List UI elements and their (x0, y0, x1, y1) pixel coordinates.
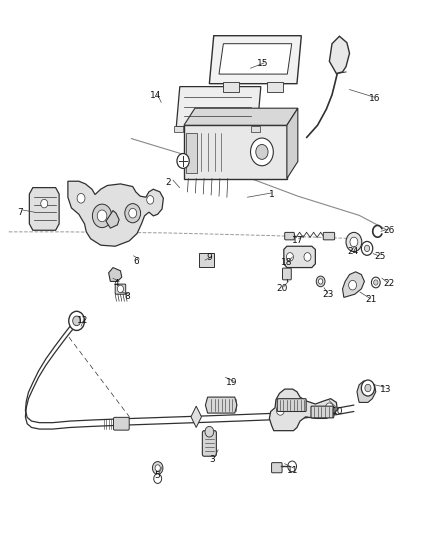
Circle shape (97, 210, 107, 222)
Text: 15: 15 (257, 60, 268, 68)
Circle shape (349, 280, 357, 290)
FancyBboxPatch shape (199, 253, 214, 267)
Polygon shape (184, 108, 298, 125)
Text: 16: 16 (369, 94, 380, 103)
Polygon shape (68, 181, 163, 246)
Circle shape (205, 426, 214, 437)
Circle shape (361, 380, 374, 396)
FancyBboxPatch shape (311, 406, 334, 418)
Text: 22: 22 (383, 279, 395, 288)
Text: 1: 1 (268, 190, 275, 199)
Polygon shape (343, 272, 364, 297)
Circle shape (92, 204, 112, 228)
Text: 18: 18 (281, 258, 293, 266)
Circle shape (69, 311, 85, 330)
Circle shape (152, 462, 163, 474)
Text: 25: 25 (374, 253, 386, 261)
FancyBboxPatch shape (277, 399, 306, 411)
FancyBboxPatch shape (272, 463, 282, 473)
Circle shape (373, 225, 382, 237)
Circle shape (365, 384, 371, 392)
Circle shape (304, 253, 311, 261)
Circle shape (374, 280, 378, 285)
Text: 5: 5 (154, 471, 160, 480)
Text: 24: 24 (347, 247, 358, 256)
Text: 7: 7 (17, 208, 23, 216)
Polygon shape (219, 44, 292, 74)
Polygon shape (186, 133, 197, 173)
Text: 10: 10 (332, 407, 343, 416)
Text: 26: 26 (383, 226, 395, 235)
Polygon shape (109, 268, 122, 281)
FancyBboxPatch shape (285, 232, 294, 240)
Text: 14: 14 (150, 92, 161, 100)
Circle shape (77, 193, 85, 203)
Circle shape (177, 154, 189, 168)
Text: 11: 11 (287, 466, 298, 474)
FancyBboxPatch shape (113, 417, 129, 430)
Polygon shape (184, 125, 287, 179)
Text: 13: 13 (380, 385, 391, 393)
Polygon shape (329, 36, 350, 74)
Circle shape (276, 406, 284, 415)
Polygon shape (29, 188, 59, 230)
FancyBboxPatch shape (267, 82, 283, 92)
Circle shape (147, 196, 154, 204)
Circle shape (125, 204, 141, 223)
Circle shape (155, 465, 160, 471)
Text: 21: 21 (366, 295, 377, 304)
Text: 9: 9 (206, 254, 212, 262)
Text: 2: 2 (166, 178, 171, 187)
Circle shape (364, 245, 370, 252)
Text: 20: 20 (277, 285, 288, 293)
Circle shape (129, 208, 137, 218)
FancyBboxPatch shape (283, 268, 291, 280)
Circle shape (288, 461, 297, 472)
Polygon shape (284, 246, 315, 268)
Text: 6: 6 (133, 257, 139, 265)
FancyBboxPatch shape (323, 232, 335, 240)
Text: 19: 19 (226, 378, 238, 387)
FancyBboxPatch shape (251, 125, 259, 132)
Text: 23: 23 (322, 290, 333, 298)
Polygon shape (191, 406, 201, 427)
Polygon shape (269, 389, 337, 431)
Text: 8: 8 (124, 292, 130, 301)
Circle shape (256, 144, 268, 159)
Text: 4: 4 (113, 279, 119, 288)
Circle shape (318, 279, 323, 284)
FancyBboxPatch shape (202, 431, 216, 456)
Circle shape (371, 277, 380, 288)
Polygon shape (287, 108, 298, 179)
FancyBboxPatch shape (115, 284, 126, 294)
Polygon shape (176, 86, 261, 126)
Circle shape (325, 403, 333, 413)
Polygon shape (205, 397, 237, 413)
FancyBboxPatch shape (174, 125, 183, 132)
Circle shape (286, 253, 293, 261)
Circle shape (346, 232, 362, 252)
Polygon shape (357, 381, 376, 402)
Text: 12: 12 (77, 317, 88, 325)
FancyBboxPatch shape (223, 82, 239, 92)
Circle shape (361, 241, 373, 255)
Polygon shape (106, 211, 119, 228)
Circle shape (154, 474, 162, 483)
Circle shape (350, 237, 358, 247)
Text: 3: 3 (209, 455, 215, 464)
Circle shape (316, 276, 325, 287)
Circle shape (117, 285, 124, 293)
Polygon shape (209, 36, 301, 84)
Text: 17: 17 (292, 237, 304, 245)
Circle shape (251, 138, 273, 166)
Circle shape (41, 199, 48, 208)
Circle shape (73, 316, 81, 326)
